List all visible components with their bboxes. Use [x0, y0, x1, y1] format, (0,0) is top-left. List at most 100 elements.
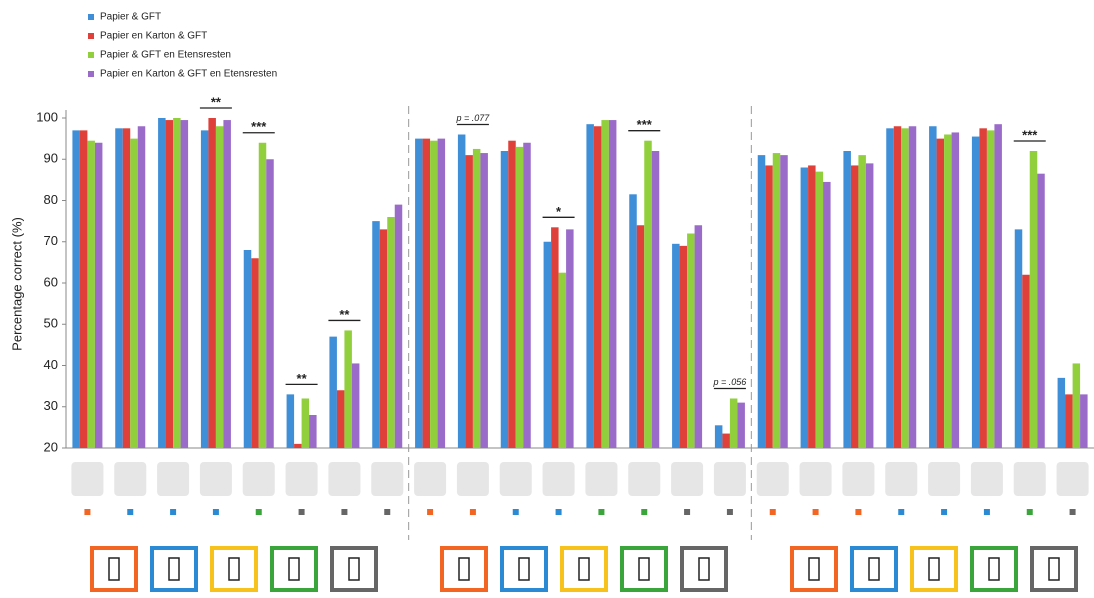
- item-image: [285, 462, 318, 496]
- item-image: [842, 462, 875, 496]
- item-image: [671, 462, 704, 496]
- bar: [929, 126, 937, 448]
- bin-glyph: [108, 557, 120, 581]
- bar: [351, 363, 360, 448]
- item-image: [371, 462, 404, 496]
- significance-label: **: [339, 307, 350, 322]
- bin-icon: [330, 546, 378, 592]
- item-marker: [298, 509, 305, 515]
- significance-label: ***: [637, 117, 653, 132]
- bar: [472, 148, 481, 448]
- bar: [908, 126, 917, 448]
- bar: [208, 118, 216, 448]
- bin-icon: [790, 546, 838, 592]
- item-image: [456, 462, 489, 496]
- bar: [944, 134, 952, 448]
- bar: [1072, 363, 1081, 448]
- item-marker: [1069, 509, 1076, 515]
- bar: [1080, 394, 1088, 448]
- bar: [1029, 151, 1038, 448]
- bar: [1057, 377, 1066, 448]
- bar: [480, 153, 488, 448]
- bar: [1065, 394, 1073, 448]
- bar: [901, 128, 909, 448]
- item-marker: [941, 509, 948, 515]
- item-image: [499, 462, 532, 496]
- bin-icon: [1030, 546, 1078, 592]
- bar: [294, 443, 302, 448]
- significance-label: *: [556, 204, 562, 219]
- bar: [765, 165, 773, 448]
- item-image: [542, 462, 575, 496]
- bin-icon: [970, 546, 1018, 592]
- legend-label: Papier en Karton & GFT en Etensresten: [100, 69, 277, 80]
- bin-glyph: [578, 557, 590, 581]
- y-tick-label: 90: [44, 151, 58, 166]
- bar: [309, 415, 317, 448]
- bar: [465, 155, 473, 448]
- bar: [344, 330, 352, 448]
- bar: [258, 142, 267, 448]
- legend: Papier & GFT Papier en Karton & GFT Papi…: [88, 12, 277, 80]
- bar: [737, 402, 745, 448]
- y-tick-label: 70: [44, 233, 58, 248]
- bar: [687, 233, 695, 448]
- item-image: [756, 462, 789, 496]
- bin-icon: [680, 546, 728, 592]
- y-tick-label: 60: [44, 274, 58, 289]
- bin-icon: [440, 546, 488, 592]
- item-marker: [127, 509, 134, 515]
- legend-swatch: [88, 33, 94, 39]
- bar: [772, 153, 781, 448]
- bin-icon: [910, 546, 958, 592]
- bin-icon: [210, 546, 258, 592]
- bar: [722, 433, 730, 448]
- bar: [422, 138, 431, 448]
- bar: [800, 167, 809, 448]
- bar: [593, 126, 602, 448]
- bar: [936, 138, 945, 448]
- bin-glyph: [458, 557, 470, 581]
- bar: [986, 130, 995, 448]
- bar: [87, 140, 95, 448]
- significance-label: **: [211, 94, 222, 109]
- bar: [815, 171, 824, 448]
- bar: [523, 142, 531, 448]
- item-marker: [641, 509, 648, 515]
- bin-icon: [500, 546, 548, 592]
- bar: [215, 126, 224, 448]
- bar: [379, 229, 388, 448]
- item-image: [970, 462, 1003, 496]
- bar: [72, 130, 80, 448]
- item-marker: [812, 509, 819, 515]
- bar: [200, 130, 209, 448]
- y-tick-label: 30: [44, 398, 58, 413]
- bar: [223, 120, 231, 448]
- bin-glyph: [698, 557, 710, 581]
- item-marker: [983, 509, 990, 515]
- bar: [843, 151, 851, 448]
- item-image: [885, 462, 918, 496]
- bar: [286, 394, 295, 448]
- bar: [679, 245, 688, 448]
- item-image: [799, 462, 832, 496]
- bar: [1037, 173, 1045, 448]
- bar: [694, 225, 703, 448]
- bin-glyph: [518, 557, 530, 581]
- bar: [886, 128, 894, 448]
- bin-glyph: [228, 557, 240, 581]
- item-marker: [512, 509, 519, 515]
- bar: [301, 398, 310, 448]
- bin-icon: [850, 546, 898, 592]
- bar: [644, 140, 652, 448]
- legend-swatch: [88, 71, 94, 77]
- bar: [994, 124, 1002, 448]
- item-image: [628, 462, 661, 496]
- bar: [508, 140, 516, 448]
- bar: [672, 243, 680, 448]
- bin-glyph: [288, 557, 300, 581]
- item-marker: [598, 509, 605, 515]
- bar: [608, 120, 617, 448]
- y-tick-label: 20: [44, 439, 58, 454]
